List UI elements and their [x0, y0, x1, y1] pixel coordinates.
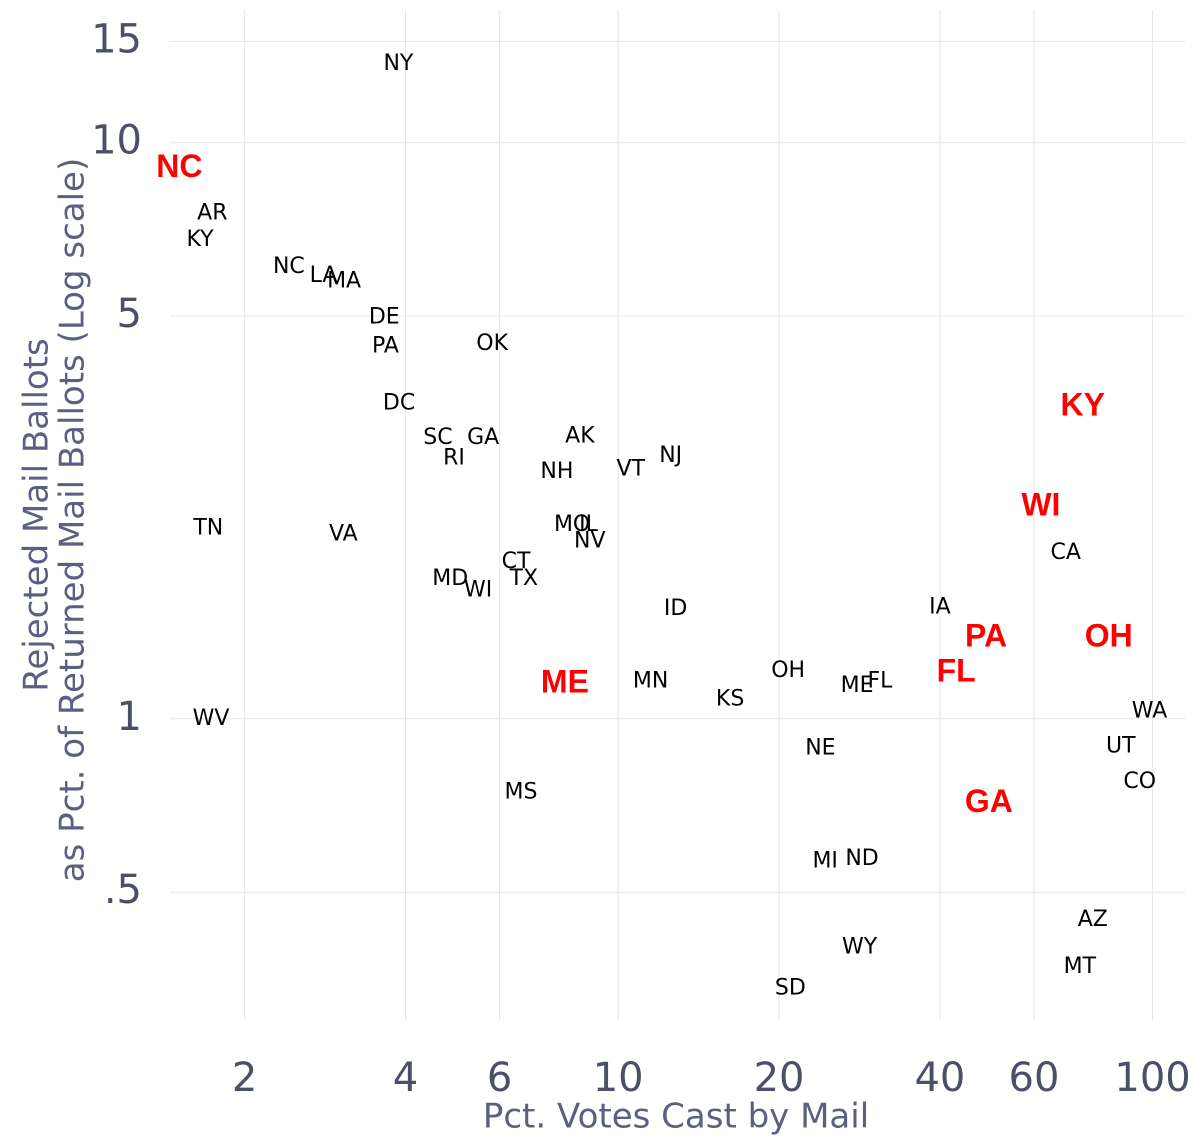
y-tick-label: 15 — [91, 16, 142, 62]
point-label: NJ — [659, 443, 682, 468]
point-label: IL — [579, 512, 598, 537]
point-label: KS — [716, 687, 744, 712]
point-label: SC — [423, 425, 452, 450]
x-axis-label: Pct. Votes Cast by Mail — [483, 1097, 869, 1137]
point-label: SD — [775, 976, 806, 1001]
point-label: NV — [574, 529, 606, 554]
x-tick-label: 100 — [1114, 1055, 1190, 1101]
x-tick-label: 4 — [393, 1055, 418, 1101]
point-label: AR — [197, 200, 227, 225]
point-label: DE — [369, 305, 400, 330]
point-label: WI — [1021, 487, 1060, 523]
point-label: NY — [383, 51, 413, 76]
point-label: MD — [432, 566, 468, 591]
point-label: RI — [443, 446, 465, 471]
y-tick-label: .5 — [104, 867, 142, 913]
point-label: NE — [805, 736, 835, 761]
x-tick-label: 6 — [487, 1055, 512, 1101]
point-label: VA — [329, 521, 358, 546]
point-label: VT — [617, 456, 646, 481]
point-label: MI — [812, 849, 837, 874]
x-tick-label: 40 — [914, 1055, 965, 1101]
point-label: LA — [310, 263, 338, 288]
point-label: KY — [1060, 386, 1104, 422]
point-label: ND — [845, 846, 878, 871]
point-label: WY — [842, 934, 878, 959]
x-tick-label: 10 — [593, 1055, 644, 1101]
point-label: ME — [541, 663, 589, 699]
point-label: GA — [965, 783, 1013, 819]
point-label: AK — [565, 424, 595, 449]
point-label: TN — [192, 515, 223, 540]
point-label: IA — [929, 595, 951, 620]
point-label: GA — [467, 425, 499, 450]
point-label: NC — [273, 254, 305, 279]
x-tick-label: 2 — [232, 1055, 257, 1101]
point-label: ID — [664, 596, 687, 621]
point-label: WV — [193, 706, 230, 731]
y-tick-label: 1 — [117, 694, 142, 740]
point-label: FL — [937, 653, 976, 689]
point-label: MA — [327, 269, 361, 294]
point-label: TX — [509, 566, 539, 591]
point-label: OH — [1085, 618, 1133, 654]
point-label: CT — [502, 549, 531, 574]
point-label: MO — [554, 512, 590, 537]
point-label: ME — [841, 673, 874, 698]
point-label: WA — [1132, 698, 1168, 723]
y-tick-label: 10 — [91, 118, 142, 164]
point-label: CO — [1123, 769, 1156, 794]
y-axis-label: as Pct. of Returned Mail Ballots (Log sc… — [53, 158, 93, 882]
point-label: MT — [1064, 954, 1097, 979]
point-label: MS — [505, 779, 538, 804]
point-label: OK — [476, 331, 508, 356]
point-label: OH — [771, 658, 805, 683]
point-label: WI — [464, 578, 492, 603]
y-tick-label: 5 — [117, 291, 142, 337]
point-label: PA — [965, 618, 1007, 654]
point-label: KY — [186, 227, 214, 252]
point-label: PA — [372, 333, 399, 358]
x-tick-label: 60 — [1009, 1055, 1060, 1101]
point-label: UT — [1106, 734, 1136, 759]
point-label: DC — [383, 390, 415, 415]
y-axis-label: Rejected Mail Ballots — [17, 338, 57, 691]
point-label: MN — [633, 669, 668, 694]
point-label: AZ — [1078, 907, 1108, 932]
point-label: CA — [1051, 540, 1081, 565]
x-tick-label: 20 — [754, 1055, 805, 1101]
point-label: NH — [540, 459, 573, 484]
point-label: NC — [156, 148, 202, 184]
point-label: FL — [868, 669, 894, 694]
